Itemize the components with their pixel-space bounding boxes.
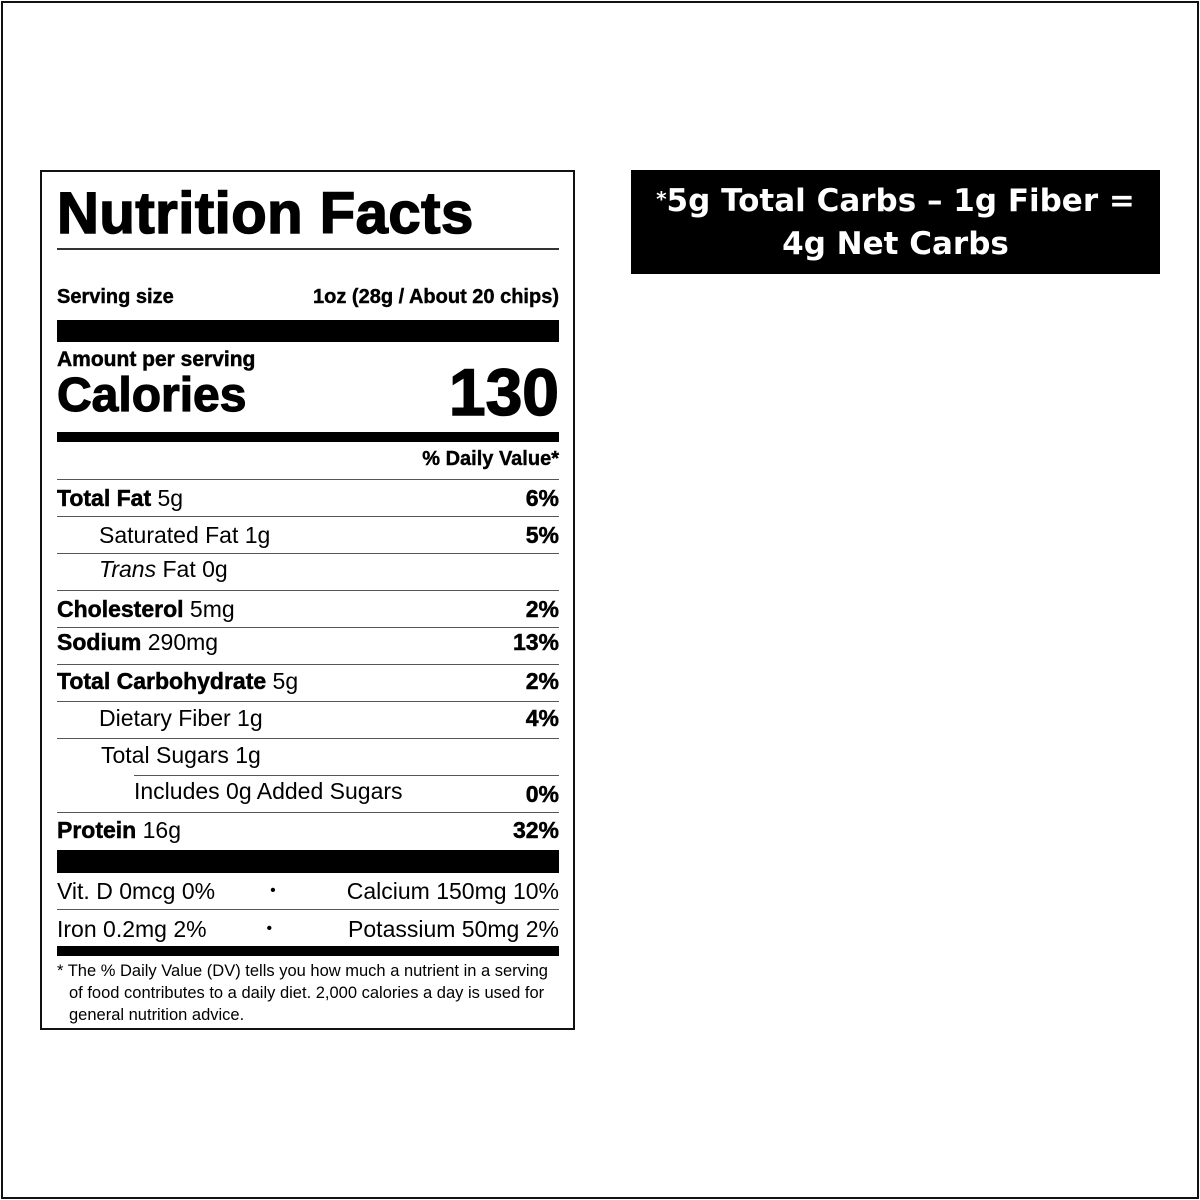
nutrient-dv: 6% <box>525 485 559 512</box>
net-carbs-line-2: 4g Net Carbs <box>782 226 1009 262</box>
bullet-separator: • <box>266 920 273 937</box>
nutrient-row-protein: Protein 16g 32% <box>57 812 559 849</box>
divider <box>57 248 559 250</box>
vitamin-row: Vit. D 0mcg 0% • Calcium 150mg 10% <box>57 873 559 909</box>
nutrient-name: Protein <box>57 817 137 844</box>
serving-size-label: Serving size <box>57 286 174 308</box>
nutrient-name: Cholesterol <box>57 596 184 623</box>
nutrient-amount: 5g <box>157 485 184 511</box>
nutrient-row-saturated-fat: Saturated Fat 1g 5% <box>57 516 559 553</box>
nutrient-name: Total Carbohydrate <box>57 668 267 695</box>
nutrient-amount: 5g <box>272 668 299 694</box>
nutrient-name: Total Fat <box>57 485 152 512</box>
nutrient-dv: 4% <box>525 705 559 732</box>
serving-size: Serving size 1oz (28g / About 20 chips) <box>57 286 559 309</box>
nutrient-amount: 16g <box>142 817 181 843</box>
calories-label: Calories <box>56 368 247 422</box>
medium-divider <box>57 946 559 956</box>
thick-divider <box>57 320 559 342</box>
calories-value: 130 <box>448 354 560 430</box>
vitamin-d: Vit. D 0mcg 0% <box>57 877 216 904</box>
amount-per-serving: Amount per serving <box>57 348 256 372</box>
nutrient-name-italic: Trans <box>99 555 157 582</box>
nutrient-row-cholesterol: Cholesterol 5mg 2% <box>57 590 559 627</box>
nutrient-row-total-sugars: Total Sugars 1g <box>57 738 559 775</box>
nutrient-row-added-sugars: Includes 0g Added Sugars 0% <box>134 775 559 812</box>
nutrient-dv: 5% <box>525 522 559 549</box>
thick-divider <box>57 850 559 873</box>
nutrient-amount: 0g <box>202 555 228 582</box>
nutrient-amount: 290mg <box>147 629 219 655</box>
nutrient-amount: 1g <box>235 742 261 768</box>
nutrient-dv: 2% <box>525 668 559 695</box>
nutrient-amount: 1g <box>237 705 263 731</box>
nutrient-dv: 32% <box>512 817 560 844</box>
asterisk: * <box>656 187 667 211</box>
nutrient-row-total-carbohydrate: Total Carbohydrate 5g 2% <box>57 664 559 701</box>
bullet-separator: • <box>270 882 276 899</box>
potassium: Potassium 50mg 2% <box>348 915 559 942</box>
daily-value-header: % Daily Value* <box>422 448 559 470</box>
nutrient-name: Fat <box>162 555 196 582</box>
iron: Iron 0.2mg 2% <box>57 915 207 942</box>
mineral-row: Iron 0.2mg 2% • Potassium 50mg 2% <box>57 911 559 947</box>
nutrient-name: Includes 0g Added Sugars <box>134 778 403 804</box>
nutrient-row-trans-fat: Trans Fat 0g <box>57 553 559 590</box>
nutrient-row-total-fat: Total Fat 5g 6% <box>57 479 559 516</box>
nutrient-dv: 0% <box>525 781 559 808</box>
nutrient-amount: 1g <box>244 522 271 548</box>
nutrient-dv: 2% <box>525 596 559 623</box>
nutrient-row-dietary-fiber: Dietary Fiber 1g 4% <box>57 701 559 738</box>
calcium: Calcium 150mg 10% <box>346 877 559 904</box>
nutrient-row-sodium: Sodium 290mg 13% <box>57 627 559 664</box>
nutrient-name: Total Sugars <box>101 742 229 768</box>
nutrition-facts-label: Nutrition Facts Serving size 1oz (28g / … <box>40 170 575 1030</box>
divider <box>57 909 559 910</box>
nutrient-name: Saturated Fat <box>99 522 239 548</box>
net-carbs-callout: *5g Total Carbs – 1g Fiber = 4g Net Carb… <box>631 170 1160 274</box>
net-carbs-line-1: *5g Total Carbs – 1g Fiber = <box>631 180 1160 223</box>
daily-value-footnote: * The % Daily Value (DV) tells you how m… <box>57 962 548 1024</box>
medium-divider <box>57 432 559 442</box>
nutrient-name: Sodium <box>57 629 142 656</box>
nutrient-name: Dietary Fiber <box>99 705 231 731</box>
nutrient-dv: 13% <box>512 629 560 656</box>
label-title: Nutrition Facts <box>56 180 474 247</box>
serving-size-value: 1oz (28g / About 20 chips) <box>313 286 559 308</box>
nutrient-amount: 5mg <box>189 596 235 622</box>
net-carbs-formula: 5g Total Carbs – 1g Fiber = <box>666 183 1135 219</box>
